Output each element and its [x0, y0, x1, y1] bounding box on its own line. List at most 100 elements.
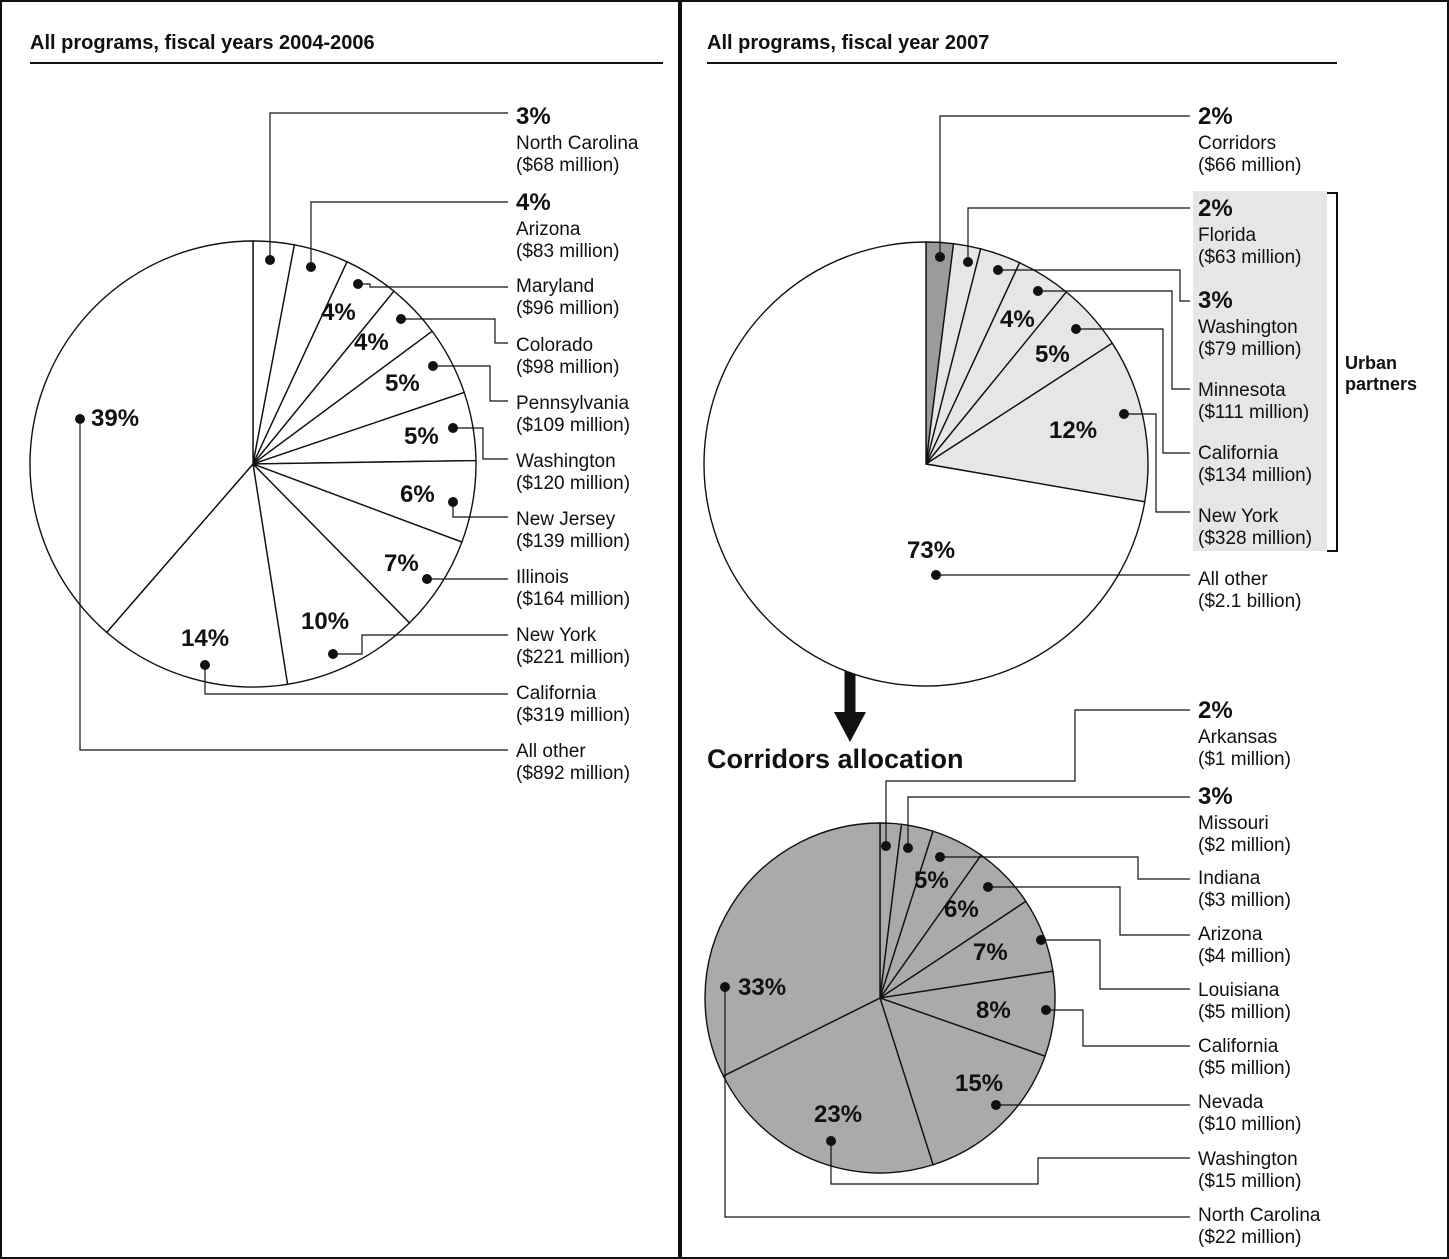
corridors-slice-washington — [722, 997, 934, 1174]
left-slice-new-york — [251, 461, 411, 686]
right-slice-new-york — [924, 342, 1149, 503]
c2-arizona-leader — [988, 886, 1190, 936]
c0-arizona-amount: ($83 million) — [516, 241, 619, 262]
c2-nevada-name: Nevada — [1198, 1092, 1264, 1113]
c2-washington-name: Washington — [1198, 1149, 1298, 1170]
c0-illinois-slice-percent: 7% — [384, 550, 419, 577]
c0-washington-name: Washington — [516, 451, 616, 472]
c1-minnesota-leader — [1038, 290, 1190, 390]
c0-california-leader — [204, 665, 508, 695]
c1-california-name: California — [1198, 443, 1279, 464]
c1-minnesota-slice-percent: 4% — [1000, 306, 1035, 333]
c2-indiana-leader — [940, 856, 1190, 880]
c1-corridors-leader — [939, 115, 1190, 257]
c0-new-jersey-leader — [452, 502, 508, 518]
c0-all-other-amount: ($892 million) — [516, 763, 630, 784]
c2-california-amount: ($5 million) — [1198, 1058, 1291, 1079]
c2-indiana-amount: ($3 million) — [1198, 890, 1291, 911]
c1-new-york-leader — [1124, 413, 1190, 513]
urban-partners-bracket — [1327, 192, 1338, 552]
c2-nevada-amount: ($10 million) — [1198, 1114, 1301, 1135]
c0-pennsylvania-slice-percent: 5% — [385, 370, 420, 397]
c0-california-amount: ($319 million) — [516, 705, 630, 726]
right-panel-title: All programs, fiscal year 2007 — [707, 32, 989, 54]
urban-partners-label-line2: partners — [1345, 374, 1417, 394]
c2-north-carolina-leader — [724, 987, 1190, 1218]
c2-california-slice-percent: 8% — [976, 997, 1011, 1024]
c0-washington-leader — [453, 427, 508, 460]
c0-maryland-amount: ($96 million) — [516, 298, 619, 319]
c1-washington-percent: 3% — [1198, 287, 1233, 314]
corridors-subtitle: Corridors allocation — [707, 744, 964, 774]
labels-layer: 3%North Carolina($68 million)4%Arizona($… — [75, 103, 1321, 1248]
c1-washington-leader — [998, 269, 1190, 302]
c2-missouri-name: Missouri — [1198, 813, 1269, 834]
c1-minnesota-amount: ($111 million) — [1198, 402, 1309, 423]
c1-corridors-amount: ($66 million) — [1198, 155, 1301, 176]
urban-partners-label-line1: Urban — [1345, 353, 1397, 373]
c2-louisiana-leader — [1041, 939, 1190, 990]
c0-pennsylvania-name: Pennsylvania — [516, 393, 629, 414]
urban-partners-label: Urban partners — [1345, 353, 1417, 394]
c1-california-slice-percent: 5% — [1035, 341, 1070, 368]
c1-washington-amount: ($79 million) — [1198, 339, 1301, 360]
c0-new-york-name: New York — [516, 625, 597, 646]
c2-missouri-percent: 3% — [1198, 783, 1233, 810]
c0-maryland-slice-percent: 4% — [321, 299, 356, 326]
c0-washington-amount: ($120 million) — [516, 473, 630, 494]
c0-illinois-name: Illinois — [516, 567, 569, 588]
c0-new-york-slice-percent: 10% — [301, 608, 349, 635]
c0-washington-slice-percent: 5% — [404, 423, 439, 450]
c2-arkansas-amount: ($1 million) — [1198, 749, 1291, 770]
pie-corridors-allocation — [704, 822, 1056, 1174]
c0-colorado-leader — [401, 318, 508, 344]
c0-maryland-name: Maryland — [516, 276, 594, 297]
c1-all-other-slice-percent: 73% — [907, 537, 955, 564]
c0-all-other-name: All other — [516, 741, 586, 762]
c0-north-carolina-name: North Carolina — [516, 133, 639, 154]
c1-california-amount: ($134 million) — [1198, 465, 1312, 486]
c1-minnesota-name: Minnesota — [1198, 380, 1286, 401]
corridors-slice-north-carolina — [704, 822, 881, 1077]
c1-new-york-amount: ($328 million) — [1198, 528, 1312, 549]
c2-louisiana-amount: ($5 million) — [1198, 1002, 1291, 1023]
c0-pennsylvania-amount: ($109 million) — [516, 415, 630, 436]
c1-florida-leader — [967, 207, 1190, 262]
c1-florida-name: Florida — [1198, 225, 1257, 246]
c0-all-other-leader — [79, 419, 508, 751]
c0-new-york-amount: ($221 million) — [516, 647, 630, 668]
c1-california-leader — [1076, 328, 1190, 454]
c2-arizona-slice-percent: 6% — [944, 896, 979, 923]
c0-arizona-name: Arizona — [516, 219, 581, 240]
corridors-arrow-head — [834, 712, 866, 742]
c2-louisiana-slice-percent: 7% — [973, 939, 1008, 966]
c0-north-carolina-amount: ($68 million) — [516, 155, 619, 176]
c2-california-leader — [1046, 1009, 1190, 1047]
c0-new-jersey-amount: ($139 million) — [516, 531, 630, 552]
c2-louisiana-name: Louisiana — [1198, 980, 1280, 1001]
pie-fy2007 — [703, 241, 1149, 687]
c2-arizona-amount: ($4 million) — [1198, 946, 1291, 967]
c2-california-name: California — [1198, 1036, 1279, 1057]
c2-arkansas-leader — [885, 709, 1190, 846]
c0-maryland-leader — [358, 283, 508, 288]
c2-indiana-name: Indiana — [1198, 868, 1261, 889]
c2-arizona-name: Arizona — [1198, 924, 1263, 945]
c0-pennsylvania-leader — [433, 365, 508, 402]
c1-florida-amount: ($63 million) — [1198, 247, 1301, 268]
c2-missouri-leader — [907, 796, 1190, 848]
c1-new-york-slice-percent: 12% — [1049, 417, 1097, 444]
c0-california-name: California — [516, 683, 597, 704]
c0-arizona-leader — [310, 201, 508, 267]
left-panel-title: All programs, fiscal years 2004-2006 — [30, 32, 375, 54]
c1-washington-name: Washington — [1198, 317, 1298, 338]
pie-fy2004-2006 — [29, 240, 477, 688]
c2-arkansas-name: Arkansas — [1198, 727, 1277, 748]
c1-all-other-amount: ($2.1 billion) — [1198, 591, 1302, 612]
left-slice-all-other — [29, 240, 254, 634]
c0-california-slice-percent: 14% — [181, 625, 229, 652]
c0-colorado-amount: ($98 million) — [516, 357, 619, 378]
